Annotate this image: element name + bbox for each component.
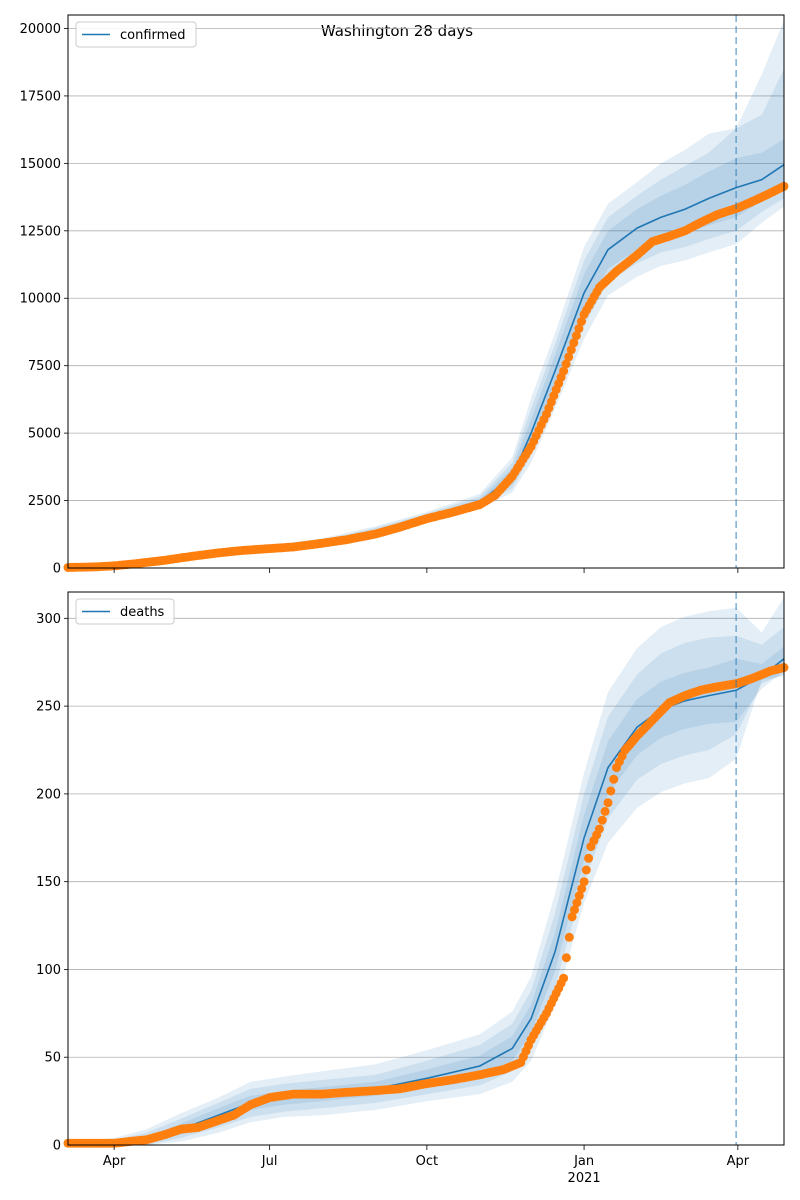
figure-title: Washington 28 days — [321, 22, 473, 40]
observed-point — [561, 359, 571, 369]
x-tick-label: Apr — [727, 1154, 750, 1169]
legend-box — [75, 598, 175, 625]
uncertainty-band — [68, 627, 784, 1145]
y-tick-label: 12500 — [20, 224, 61, 239]
axes-frame — [67, 591, 785, 1146]
y-tick-label: 150 — [36, 875, 61, 890]
observed-point — [561, 953, 571, 963]
y-tick-label: 17500 — [20, 89, 61, 104]
observed-point — [581, 865, 591, 875]
y-tick-label: 15000 — [20, 157, 61, 172]
observed-point — [579, 877, 589, 887]
y-tick-label: 5000 — [28, 427, 61, 442]
observed-point — [572, 898, 582, 908]
observed-point — [603, 798, 613, 808]
legend-label: confirmed — [120, 28, 186, 43]
x-tick-label: Oct — [416, 1154, 438, 1169]
legend-label: deaths — [120, 605, 165, 620]
y-tick-label: 300 — [36, 612, 61, 627]
y-tick-label: 20000 — [20, 22, 61, 37]
observed-point — [597, 815, 607, 825]
observed-point — [584, 853, 594, 863]
observed-point — [574, 891, 584, 901]
confirmed-panel: 0 2500 5000 7500 10000 12500 15000 17500 20000 co… — [20, 14, 789, 577]
y-tick-label: 0 — [53, 1139, 61, 1154]
y-tick-label: 0 — [53, 562, 61, 577]
uncertainty-band — [68, 139, 784, 567]
observed-point — [559, 366, 569, 376]
observed-point — [600, 806, 610, 816]
observed-points — [63, 663, 789, 1148]
x-tick-label: Jan — [573, 1154, 594, 1169]
x-tick-label: Apr — [103, 1154, 126, 1169]
observed-point — [606, 786, 616, 796]
observed-point — [609, 774, 619, 784]
observed-point — [577, 884, 587, 894]
uncertainty-band — [68, 597, 784, 1145]
legend-box — [75, 21, 197, 48]
observed-point — [559, 973, 569, 983]
y-tick-label: 50 — [44, 1051, 61, 1066]
observed-point — [564, 932, 574, 942]
y-tick-label: 100 — [36, 963, 61, 978]
observed-point — [569, 338, 579, 348]
uncertainty-band — [68, 646, 784, 1145]
x-axis: Apr Jul Oct Jan Apr 2021 — [103, 1154, 750, 1186]
axes-frame — [67, 14, 785, 569]
deaths-panel: 0 50 100 150 200 250 300 deaths — [36, 591, 789, 1154]
x-tick-label: Jul — [261, 1154, 278, 1169]
observed-point — [571, 331, 581, 341]
observed-point — [564, 352, 574, 362]
y-tick-label: 10000 — [20, 292, 61, 307]
uncertainty-band — [68, 20, 784, 567]
x-year-label: 2021 — [568, 1171, 601, 1186]
y-tick-label: 7500 — [28, 359, 61, 374]
legend: deaths — [75, 598, 175, 625]
observed-points — [63, 181, 789, 572]
observed-point — [567, 912, 577, 922]
y-tick-label: 2500 — [28, 494, 61, 509]
observed-point — [594, 824, 604, 834]
observed-point — [574, 324, 584, 334]
observed-point — [577, 317, 586, 326]
observed-point — [566, 345, 576, 355]
legend: confirmed — [75, 21, 197, 48]
observed-point — [570, 905, 579, 915]
y-tick-label: 250 — [36, 700, 61, 715]
uncertainty-band — [68, 69, 784, 567]
y-tick-label: 200 — [36, 787, 61, 802]
model-line — [68, 658, 785, 1144]
